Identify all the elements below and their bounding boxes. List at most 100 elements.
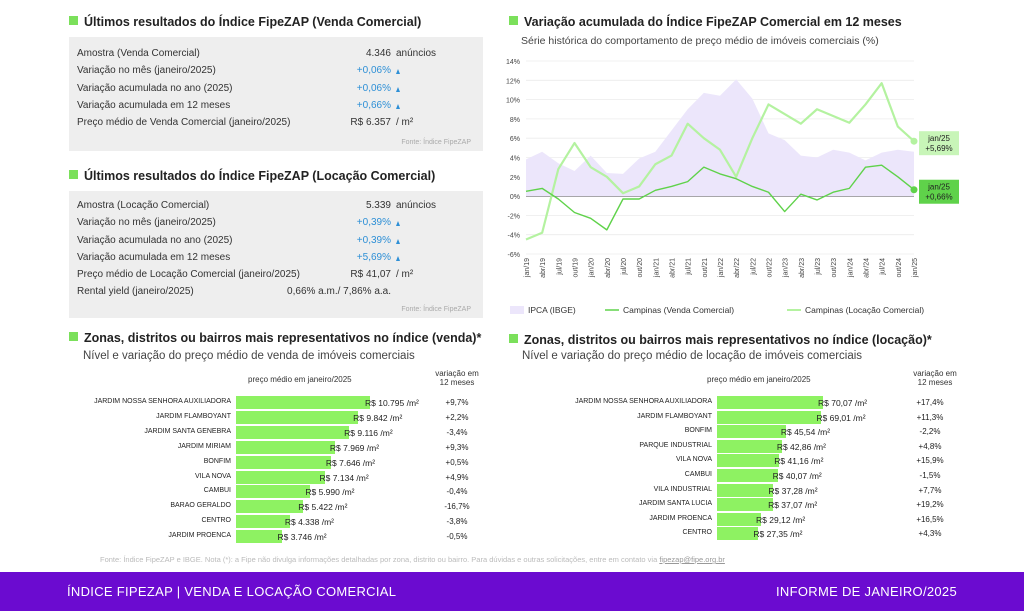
- bar-value-label: R$ 7.646 /m²: [325, 457, 376, 468]
- variation-value: +4,3%: [918, 529, 942, 539]
- locacao-summary-panel: Amostra (Locação Comercial) 5.339 anúncios…: [69, 191, 483, 318]
- up-arrow-icon: [396, 87, 400, 92]
- summary-row-unit: / m²: [396, 269, 414, 280]
- summary-row-value: 0,66% a.m./ 7,86% a.a.: [287, 286, 391, 297]
- summary-row-label: Variação acumulada em 12 meses: [77, 100, 231, 111]
- bar-category-label: CAMBUI: [203, 487, 231, 495]
- x-tick-label: out/19: [573, 258, 580, 278]
- bar-value-label: R$ 27,35 /m²: [753, 529, 803, 540]
- legend-locacao-label: Campinas (Locação Comercial): [805, 305, 924, 315]
- bar: [236, 396, 370, 409]
- bar: [717, 425, 786, 439]
- zonas-venda-subtitle: Nível e variação do preço médio de venda…: [83, 350, 415, 362]
- line-chart-title-text: Variação acumulada do Índice FipeZAP Com…: [524, 15, 902, 29]
- bar-category-label: JARDIM NOSSA SENHORA AUXILIADORA: [94, 398, 231, 405]
- legend-venda-label: Campinas (Venda Comercial): [623, 305, 734, 315]
- bar: [717, 483, 774, 497]
- variation-value: +17,4%: [916, 398, 944, 407]
- summary-row-label: Variação acumulada no ano (2025): [77, 235, 233, 246]
- y-tick-label: -2%: [508, 213, 520, 220]
- up-arrow-icon: [396, 104, 400, 109]
- footnote-email-link[interactable]: fipezap@fipe.org.br: [659, 555, 725, 564]
- summary-row-label: Amostra (Locação Comercial): [77, 200, 210, 211]
- x-tick-label: out/21: [702, 258, 709, 278]
- summary-row-value: 4.346: [365, 48, 391, 59]
- locacao-title-text: Últimos resultados do Índice FipeZAP (Lo…: [84, 169, 436, 183]
- bar-value-label: R$ 7.134 /m²: [319, 472, 369, 483]
- summary-row-label: Variação acumulada no ano (2025): [77, 83, 233, 94]
- x-tick-label: out/24: [896, 258, 903, 278]
- x-tick-label: jul/21: [686, 258, 693, 276]
- bar-value-label: R$ 70,07 /m²: [818, 398, 868, 408]
- venda-end-marker: [910, 186, 918, 194]
- bar-value-label: R$ 41,16 /m²: [774, 456, 824, 467]
- col-var-line-1: variação em: [435, 369, 479, 378]
- green-square-icon: [509, 334, 518, 343]
- locacao-end-marker: [910, 137, 918, 145]
- summary-row-label: Rental yield (janeiro/2025): [77, 286, 194, 297]
- bar: [717, 527, 759, 541]
- bar-category-label: CENTRO: [201, 517, 231, 525]
- bar-value-label: R$ 42,86 /m²: [776, 441, 826, 452]
- bar: [236, 470, 325, 484]
- summary-row-value: 5.339: [365, 200, 391, 211]
- bar-value-label: R$ 7.969 /m²: [329, 442, 380, 453]
- green-square-icon: [509, 16, 518, 25]
- bar-category-label: JARDIM FLAMBOYANT: [637, 412, 712, 420]
- y-tick-label: -4%: [508, 233, 520, 240]
- venda-summary-panel: Amostra (Venda Comercial) 4.346 anúncios Va…: [69, 37, 483, 151]
- summary-row-label: Variação no mês (janeiro/2025): [77, 217, 216, 228]
- summary-row-value: +0,66%: [356, 100, 391, 111]
- bar-category-label: JARDIM PROENCA: [649, 514, 712, 522]
- summary-row-label: Preço médio de Locação Comercial (janeir…: [77, 269, 300, 280]
- bar-category-label: CENTRO: [682, 529, 712, 537]
- summary-row-label: Variação acumulada em 12 meses: [77, 252, 231, 263]
- x-tick-label: abr/20: [605, 258, 612, 278]
- x-tick-label: jul/22: [750, 258, 757, 276]
- bar: [236, 530, 283, 544]
- bar-value-label: R$ 69,01 /m²: [816, 412, 866, 423]
- bar-value-label: R$ 10.795 /m²: [365, 398, 419, 408]
- x-tick-label: jan/20: [589, 258, 596, 278]
- x-tick-label: jan/25: [912, 258, 919, 278]
- line-chart-title: Variação acumulada do Índice FipeZAP Com…: [509, 15, 902, 29]
- variation-value: +9,7%: [445, 398, 469, 407]
- bar-value-label: R$ 5.422 /m²: [298, 502, 348, 513]
- x-tick-label: out/20: [637, 258, 644, 278]
- zonas-venda-title: Zonas, distritos ou bairros mais represe…: [69, 331, 481, 345]
- y-tick-label: 2%: [510, 175, 520, 182]
- panel-source-note: Fonte: Índice FipeZAP: [401, 139, 471, 146]
- summary-row-unit: / m²: [396, 117, 414, 128]
- variation-value: +11,3%: [916, 412, 944, 422]
- x-tick-label: jul/19: [556, 258, 563, 276]
- line-chart: 14%12%10%8%6%4%2%0%-2%-4%-6%jan/25+5,69%…: [506, 59, 959, 315]
- x-tick-label: out/23: [831, 258, 838, 278]
- up-arrow-icon: [396, 221, 400, 226]
- variation-value: +2,2%: [445, 412, 469, 422]
- x-tick-label: out/22: [767, 258, 774, 278]
- zonas-venda-col-var: variação em 12 meses: [432, 369, 482, 387]
- bar-category-label: JARDIM SANTA GENEBRA: [144, 427, 231, 435]
- bar: [236, 455, 331, 469]
- bar: [717, 498, 774, 512]
- x-tick-label: abr/21: [670, 258, 677, 278]
- venda-end-label-box: [919, 179, 959, 204]
- x-tick-label: abr/23: [799, 258, 806, 278]
- summary-row-label: Amostra (Venda Comercial): [77, 48, 200, 59]
- bar-category-label: VILA NOVA: [194, 472, 231, 480]
- y-tick-label: -6%: [508, 252, 520, 259]
- legend-ipca-swatch: [510, 306, 524, 314]
- venda-end-label-date: jan/25: [927, 183, 950, 192]
- footer-left-text: ÍNDICE FIPEZAP | VENDA E LOCAÇÃO COMERCI…: [67, 584, 397, 599]
- variation-value: +4,8%: [918, 441, 942, 451]
- x-tick-label: jan/22: [718, 258, 725, 278]
- variation-value: -3,8%: [446, 517, 468, 527]
- zonas-locacao-col-price: preço médio em janeiro/2025: [707, 375, 811, 384]
- y-tick-label: 10%: [506, 98, 520, 105]
- variation-value: +19,2%: [916, 500, 944, 510]
- venda-end-label-value: +0,66%: [925, 193, 952, 202]
- x-tick-label: jul/23: [815, 258, 822, 276]
- locacao-end-label-date: jan/25: [927, 134, 950, 143]
- x-tick-label: jan/23: [783, 258, 790, 278]
- bar-category-label: JARDIM PROENCA: [168, 532, 231, 540]
